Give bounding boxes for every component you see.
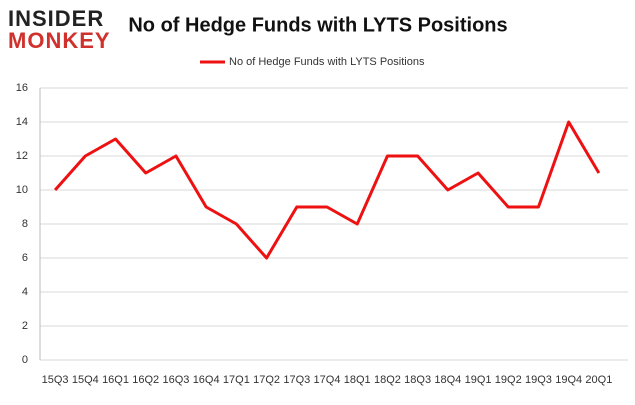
data-line	[53, 120, 601, 260]
logo-line1: INSIDER	[8, 6, 104, 31]
x-tick-label: 17Q2	[253, 374, 280, 386]
chart-title: No of Hedge Funds with LYTS Positions	[128, 14, 507, 36]
y-tick-label: 2	[22, 320, 28, 332]
x-tick-label: 18Q2	[374, 374, 401, 386]
x-tick-label: 15Q3	[42, 374, 69, 386]
x-tick-label: 17Q4	[314, 374, 341, 386]
x-tick-label: 19Q4	[555, 374, 582, 386]
y-tick-label: 6	[22, 252, 28, 264]
x-tick-label: 16Q2	[132, 374, 159, 386]
x-tick-label: 20Q1	[585, 374, 612, 386]
x-tick-label: 19Q3	[525, 374, 552, 386]
y-tick-label: 14	[16, 116, 28, 128]
y-tick-label: 10	[16, 184, 28, 196]
x-tick-label: 17Q3	[283, 374, 310, 386]
legend-label: No of Hedge Funds with LYTS Positions	[229, 56, 425, 68]
x-tick-label: 16Q3	[162, 374, 189, 386]
x-tick-label: 17Q1	[223, 374, 250, 386]
x-tick-label: 19Q2	[495, 374, 522, 386]
y-tick-label: 8	[22, 218, 28, 230]
x-tick-label: 18Q4	[434, 374, 461, 386]
y-tick-label: 0	[22, 354, 28, 366]
y-tick-label: 16	[16, 82, 28, 94]
x-tick-label: 19Q1	[465, 374, 492, 386]
x-tick-label: 16Q1	[102, 374, 129, 386]
logo-line2: MONKEY	[8, 28, 111, 53]
x-tick-label: 15Q4	[72, 374, 99, 386]
x-tick-label: 18Q1	[344, 374, 371, 386]
y-tick-label: 12	[16, 150, 28, 162]
x-tick-label: 18Q3	[404, 374, 431, 386]
y-tick-label: 4	[22, 286, 28, 298]
x-tick-label: 16Q4	[193, 374, 220, 386]
